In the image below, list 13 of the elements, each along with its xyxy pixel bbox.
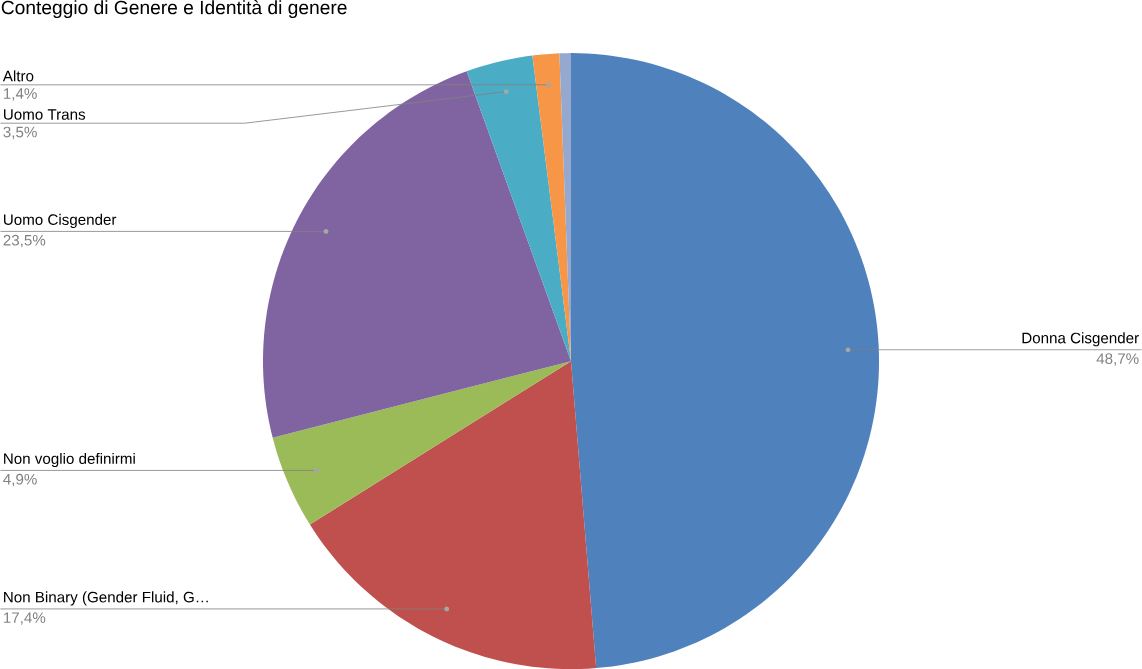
data-label: 17,4% — [3, 612, 46, 625]
slice-label: Non voglio definirmi — [4, 452, 135, 467]
slice-label: Uomo Trans — [4, 109, 86, 120]
slice-label: Non Binary (Gender Fluid, G… — [4, 591, 208, 606]
data-label: 48,7% — [1096, 353, 1139, 366]
data-label: 4,9% — [3, 473, 37, 487]
slice-label: Altro — [2, 70, 34, 82]
data-label: 3,5% — [3, 126, 37, 140]
data-label: 23,5% — [3, 234, 46, 248]
chart-title: Conteggio di Genere e Identità di genere — [1, 0, 347, 19]
slice-label: Donna Cisgender — [1022, 332, 1139, 347]
data-label: 1,4% — [3, 88, 37, 101]
slice-label: Uomo Cisgender — [4, 213, 117, 228]
